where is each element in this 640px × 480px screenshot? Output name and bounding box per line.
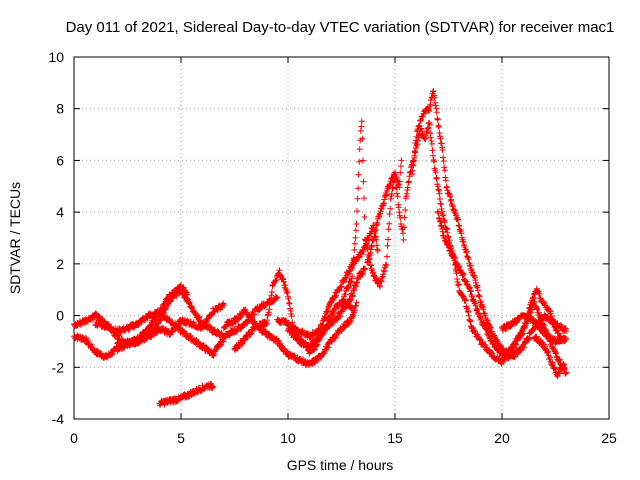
y-tick-label: 4 — [56, 204, 64, 220]
x-tick-label: 0 — [70, 430, 78, 446]
y-tick-label: 0 — [56, 308, 64, 324]
x-tick-label: 10 — [280, 430, 296, 446]
axis-ticks: 0 5 10 15 20 25 -4 -2 0 2 4 6 8 10 — [48, 49, 617, 446]
y-tick-label: -4 — [52, 411, 65, 427]
plot-frame — [73, 56, 610, 420]
data-points — [71, 88, 570, 409]
x-tick-label: 20 — [494, 430, 510, 446]
x-tick-label: 15 — [387, 430, 403, 446]
y-tick-label: 10 — [48, 49, 64, 65]
y-axis-label: SDTVAR / TECUs — [7, 182, 23, 294]
y-tick-label: 2 — [56, 256, 64, 272]
x-tick-label: 25 — [601, 430, 617, 446]
x-axis-label: GPS time / hours — [287, 457, 394, 473]
data-point-markers — [71, 88, 570, 409]
grid — [74, 57, 609, 419]
x-tick-label: 5 — [177, 430, 185, 446]
y-tick-label: 8 — [56, 101, 64, 117]
y-tick-label: 6 — [56, 152, 64, 168]
y-tick-label: -2 — [52, 359, 65, 375]
chart-title: Day 011 of 2021, Sidereal Day-to-day VTE… — [66, 19, 615, 36]
